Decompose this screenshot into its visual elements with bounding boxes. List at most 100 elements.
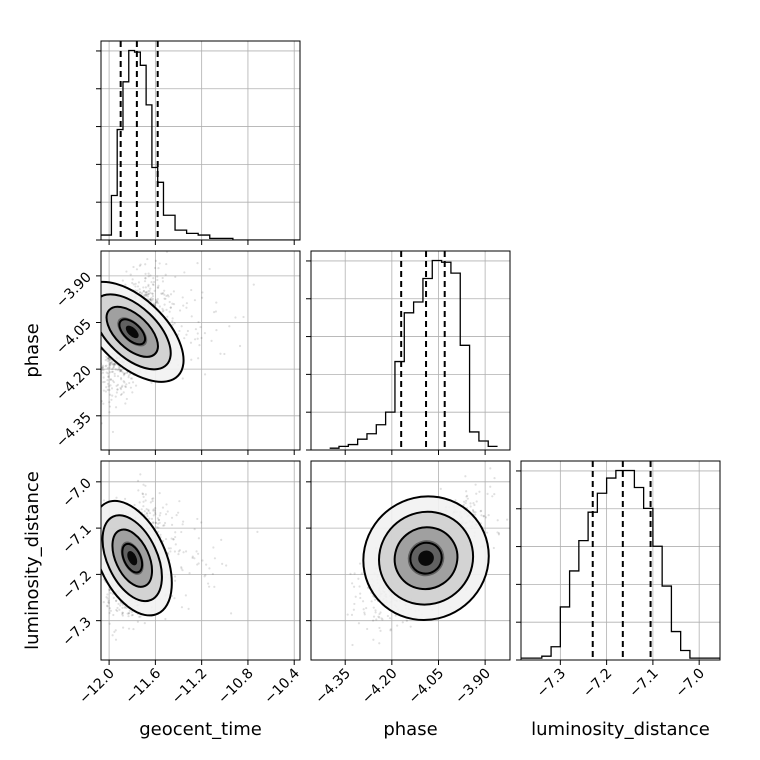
panel-frame (310, 460, 511, 661)
sample-point (111, 430, 115, 434)
sample-point (138, 615, 141, 618)
sample-point (378, 642, 381, 645)
panel-geocent_time-hist (96, 40, 301, 245)
sample-point (145, 291, 148, 294)
panel-geocent_time-vs-luminosity_distance (96, 460, 301, 665)
sample-point (107, 385, 110, 388)
sample-point (101, 366, 104, 369)
sample-point (472, 502, 475, 505)
sample-point (107, 357, 110, 360)
sample-point (174, 535, 177, 539)
sample-point (372, 619, 375, 622)
sample-point (167, 295, 170, 298)
sample-point (156, 286, 159, 289)
sample-point (506, 518, 509, 521)
sample-point (124, 385, 127, 388)
sample-point (173, 579, 177, 582)
sample-point (173, 575, 177, 578)
sample-point (357, 622, 361, 625)
sample-point (173, 597, 176, 600)
sample-point (196, 337, 199, 340)
sample-point (173, 245, 175, 247)
sample-point (107, 357, 110, 360)
sample-point (98, 351, 100, 353)
sample-point (154, 298, 157, 302)
sample-point (439, 487, 442, 490)
sample-point (105, 604, 109, 607)
sample-point (396, 624, 399, 627)
sample-point (185, 306, 188, 309)
sample-point (196, 563, 199, 566)
sample-point (114, 406, 118, 409)
sample-point (208, 585, 211, 588)
sample-point (466, 497, 469, 500)
sample-point (185, 333, 188, 336)
sample-point (115, 384, 118, 387)
sample-point (131, 391, 134, 394)
sample-point (113, 630, 116, 633)
sample-point (203, 373, 207, 376)
sample-point (151, 299, 154, 302)
sample-point (161, 310, 164, 313)
sample-point (493, 477, 496, 480)
x-tick-label: −11.6 (123, 665, 165, 707)
sample-point (111, 379, 114, 382)
sample-point (152, 521, 155, 524)
sample-point (106, 605, 109, 608)
sample-point (145, 293, 148, 296)
sample-point (203, 575, 206, 578)
sample-point (118, 608, 121, 611)
sample-point (101, 368, 104, 371)
sample-point (136, 479, 140, 482)
sample-point (201, 559, 204, 562)
sample-point (377, 615, 380, 618)
sample-point (146, 295, 150, 298)
sample-point (105, 595, 108, 599)
contour-line (105, 305, 159, 358)
sample-point (108, 366, 111, 369)
sample-point (180, 530, 183, 534)
sample-point (156, 275, 159, 278)
sample-point (190, 315, 193, 318)
sample-point (474, 513, 477, 516)
sample-point (486, 492, 489, 495)
sample-point (121, 613, 124, 616)
sample-point (106, 388, 109, 391)
sample-point (164, 297, 167, 300)
sample-point (169, 550, 172, 553)
panel-frame (100, 40, 301, 241)
sample-point (101, 371, 105, 374)
panel-geocent_time-vs-phase (96, 245, 301, 455)
x-tick-label: −4.35 (312, 666, 354, 708)
contour-line (118, 318, 147, 346)
sample-point (370, 600, 373, 603)
sample-point (112, 596, 115, 599)
sample-point (211, 572, 214, 576)
sample-point (464, 475, 467, 478)
panel-phase-vs-luminosity_distance (306, 460, 511, 665)
sample-point (163, 293, 166, 296)
sample-point (191, 555, 194, 558)
sample-point (186, 329, 189, 333)
sample-point (128, 609, 131, 612)
sample-point (121, 603, 124, 606)
sample-point (180, 325, 183, 328)
sample-point (194, 328, 198, 331)
sample-point (144, 493, 147, 496)
sample-point (484, 516, 488, 519)
sample-point (138, 288, 141, 291)
sample-point (144, 499, 147, 502)
sample-point (109, 361, 112, 365)
sample-point (157, 518, 160, 522)
sample-point (139, 615, 142, 618)
sample-point (123, 372, 126, 375)
sample-point (464, 501, 467, 505)
sample-point (187, 607, 190, 610)
sample-point (127, 374, 130, 377)
sample-point (111, 634, 114, 637)
sample-point (178, 500, 181, 503)
sample-point (113, 363, 116, 367)
sample-point (482, 515, 485, 518)
sample-point (151, 297, 155, 301)
sample-point (114, 363, 117, 366)
